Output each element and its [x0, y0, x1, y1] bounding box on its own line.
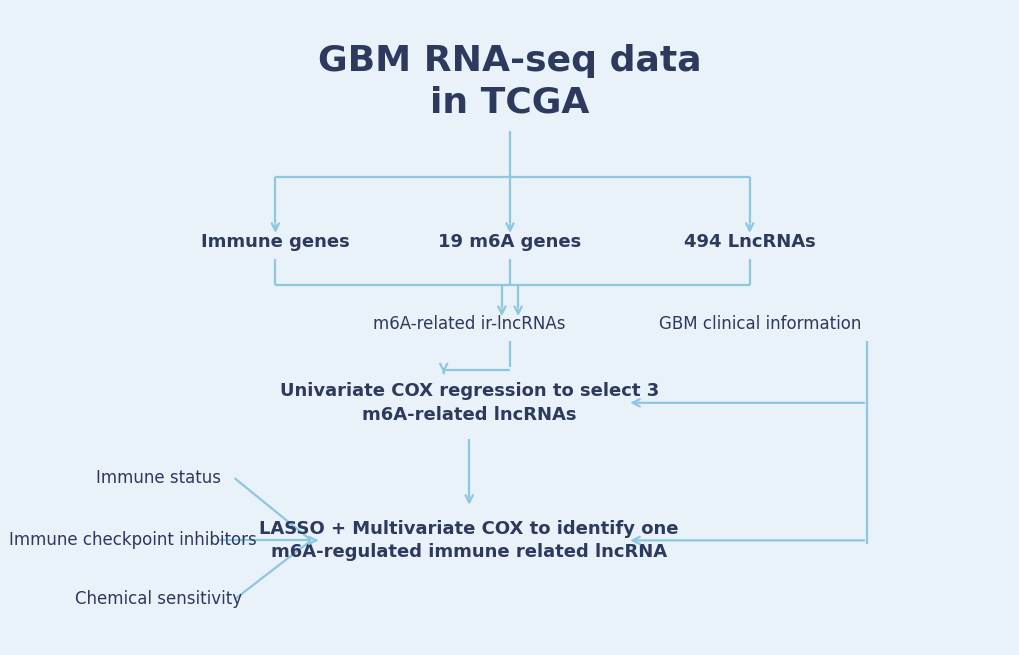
- Text: Immune genes: Immune genes: [201, 233, 350, 252]
- Text: 494 LncRNAs: 494 LncRNAs: [683, 233, 815, 252]
- Text: Immune status: Immune status: [96, 469, 220, 487]
- Text: GBM clinical information: GBM clinical information: [658, 315, 860, 333]
- Text: m6A-related ir-lncRNAs: m6A-related ir-lncRNAs: [373, 315, 565, 333]
- Text: LASSO + Multivariate COX to identify one
m6A-regulated immune related lncRNA: LASSO + Multivariate COX to identify one…: [259, 519, 679, 561]
- Text: Univariate COX regression to select 3
m6A-related lncRNAs: Univariate COX regression to select 3 m6…: [279, 382, 658, 424]
- Text: Immune checkpoint inhibitors: Immune checkpoint inhibitors: [9, 531, 256, 550]
- Text: 19 m6A genes: 19 m6A genes: [438, 233, 581, 252]
- Text: Chemical sensitivity: Chemical sensitivity: [74, 590, 242, 608]
- Text: GBM RNA-seq data
in TCGA: GBM RNA-seq data in TCGA: [318, 45, 701, 119]
